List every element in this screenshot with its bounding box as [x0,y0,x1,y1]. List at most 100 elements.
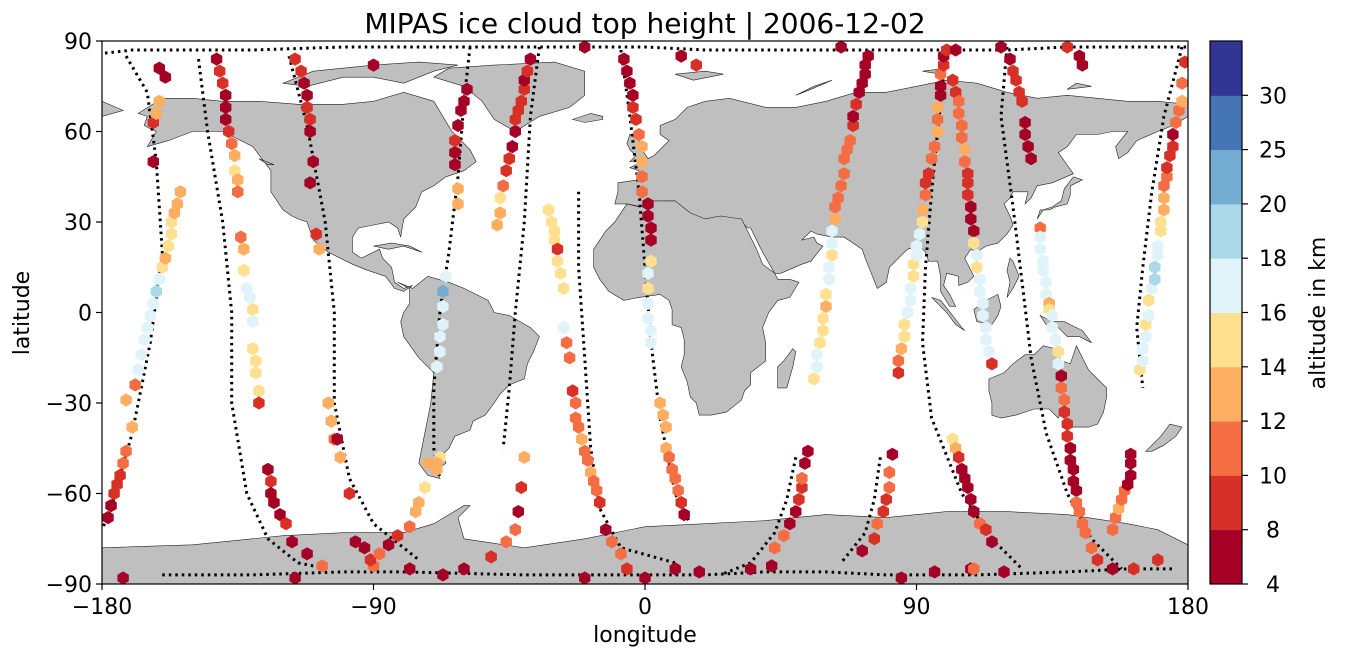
cloud-point [159,70,172,84]
cloud-point [1034,221,1046,235]
cloud-point [669,562,681,576]
cloud-point [823,272,835,286]
cloud-point [847,118,859,133]
cloud-point [1079,526,1092,540]
cloud-point [1037,254,1049,268]
cloud-point [642,311,654,326]
cloud-point [645,254,657,268]
land-polygon [397,275,540,479]
cloud-point [304,176,316,190]
cloud-points [102,41,1188,584]
cloud-point [449,134,461,148]
cloud-point [868,532,880,546]
cloud-point [437,318,449,332]
cloud-point [1034,230,1046,244]
cloud-point [844,134,856,148]
cloud-point [883,480,896,495]
cloud-point [636,170,648,184]
cloud-point [1061,429,1073,443]
y-tick-label: −30 [46,392,92,417]
cloud-point [820,287,832,301]
cloud-point [811,348,823,362]
cloud-point [554,266,567,280]
cloud-point [220,112,232,126]
cloud-point [910,248,923,262]
cloud-point [1125,456,1137,470]
cloud-point [289,52,301,66]
cloud-point [934,79,947,93]
cloud-point [117,456,129,470]
cloud-point [1061,417,1073,431]
cloud-point [995,41,1007,54]
cloud-point [892,354,905,368]
colorbar-tick-label: 14 [1259,356,1287,381]
cloud-point [524,52,537,66]
cloud-point [931,112,944,126]
cloud-point [557,281,570,295]
cloud-point [838,167,850,181]
cloud-point [238,263,250,277]
cloud-point [826,236,838,250]
cloud-point [871,517,883,531]
cloud-point [213,64,226,78]
cloud-point [1073,505,1086,519]
colorbar-segment [1210,203,1242,259]
y-tick-label: 90 [64,30,92,55]
cloud-point [916,203,929,217]
cloud-point [310,227,322,241]
cloud-point [1179,55,1188,69]
orbit-track [1135,46,1184,389]
cloud-point [153,272,165,286]
y-tick-label: −90 [46,573,92,598]
land-polygon [1145,423,1183,452]
cloud-point [1049,333,1061,347]
cloud-point [1067,462,1080,476]
cloud-point [621,562,633,576]
cloud-point [413,495,425,510]
cloud-point [630,112,642,126]
cloud-point [434,345,446,359]
cloud-point [811,360,823,374]
y-tick-label: 60 [64,121,92,146]
cloud-point [624,76,636,90]
cloud-point [796,480,808,495]
cloud-point [449,158,461,172]
cloud-point [937,58,950,72]
cloud-point [518,82,530,96]
cloud-point [171,197,184,211]
cloud-point [223,124,235,139]
cloud-point [461,82,473,96]
cloud-point [744,562,757,576]
cloud-point [1137,354,1149,368]
cloud-point [941,43,953,57]
cloud-point [633,127,645,142]
cloud-point [358,541,371,555]
cloud-point [817,311,829,326]
cloud-point [1149,272,1161,286]
cloud-point [1052,345,1064,359]
cloud-point [826,224,838,238]
cloud-point [769,541,781,555]
cloud-point [956,130,968,145]
cloud-point [678,508,690,522]
cloud-point [220,100,232,114]
cloud-point [274,508,286,522]
cloud-point [898,330,911,344]
cloud-point [210,52,223,66]
cloud-point [950,43,962,57]
cloud-point [986,357,998,371]
cloud-point [367,58,380,72]
cloud-point [962,176,974,190]
cloud-point [557,321,570,335]
cloud-point [579,41,591,54]
cloud-point [907,269,920,283]
cloud-point [159,251,172,265]
cloud-point [880,492,892,507]
cloud-point [971,260,983,274]
cloud-point [301,88,313,102]
cloud-point [1016,94,1028,108]
cloud-point [364,553,377,567]
cloud-point [959,143,971,157]
x-tick-label: −180 [72,595,132,620]
